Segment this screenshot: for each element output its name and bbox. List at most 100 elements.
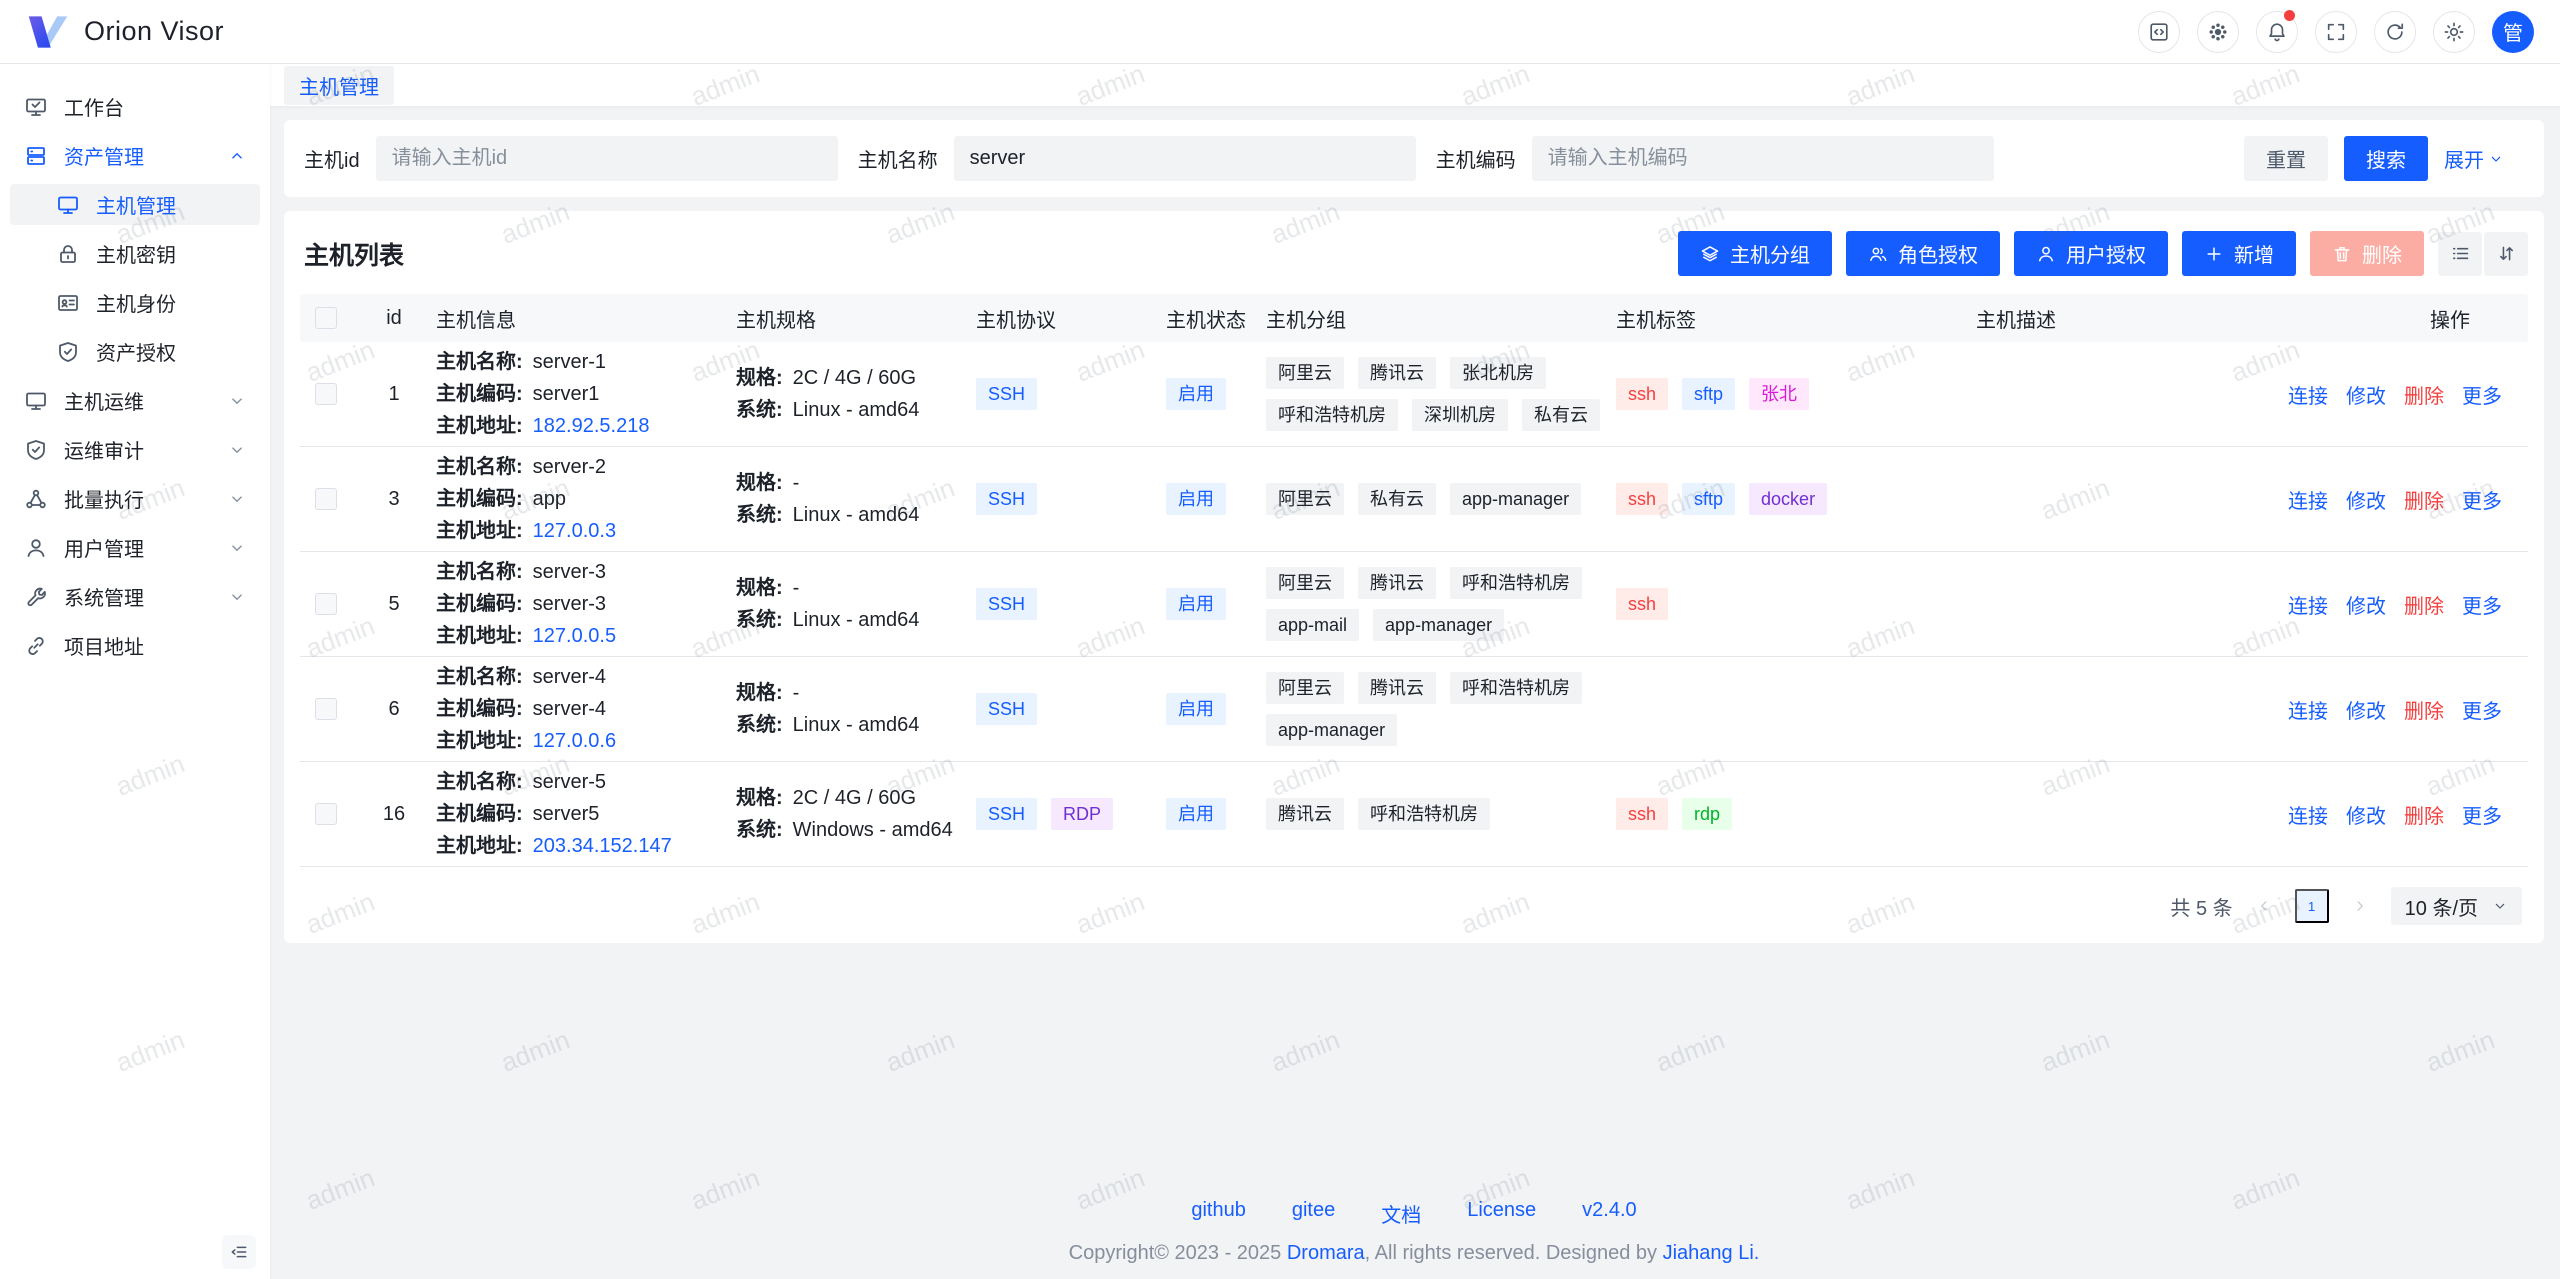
action-delete[interactable]: 删除 (2404, 385, 2444, 408)
page-size-select[interactable]: 10 条/页 (2390, 887, 2522, 925)
action-connect[interactable]: 连接 (2288, 805, 2328, 828)
sidebar-item-ops-audit[interactable]: 运维审计 (10, 429, 260, 470)
sidebar-item-workbench[interactable]: 工作台 (10, 86, 260, 127)
sidebar-item-host-key[interactable]: 主机密钥 (10, 233, 260, 274)
expand-link[interactable]: 展开 (2444, 144, 2504, 173)
chevron-down-icon (228, 441, 246, 459)
host-address-link[interactable]: 182.92.5.218 (532, 415, 650, 437)
footer-link-github[interactable]: github (1191, 1199, 1246, 1221)
sidebar-collapse-button[interactable] (222, 1235, 256, 1269)
fullscreen-button[interactable] (2315, 10, 2357, 53)
sidebar-item-asset-manage[interactable]: 资产管理 (10, 135, 260, 176)
sidebar-item-label: 项目地址 (64, 637, 144, 659)
footer-link-license[interactable]: License (1467, 1199, 1537, 1221)
action-more[interactable]: 更多 (2462, 700, 2502, 723)
host-groups-cell: 阿里云 腾讯云 呼和浩特机房 app-mail app-manager (1266, 552, 1616, 656)
user-icon (2036, 244, 2056, 264)
code-button[interactable] (2138, 10, 2180, 53)
host-address-link[interactable]: 127.0.0.3 (532, 520, 617, 542)
action-delete[interactable]: 删除 (2404, 700, 2444, 723)
author-link[interactable]: Jiahang Li. (1662, 1242, 1760, 1264)
sidebar-item-host-identity[interactable]: 主机身份 (10, 282, 260, 323)
row-checkbox[interactable] (315, 803, 337, 825)
action-delete[interactable]: 删除 (2404, 490, 2444, 513)
search-button[interactable]: 搜索 (2344, 136, 2428, 181)
monitor-icon (24, 389, 48, 413)
action-delete[interactable]: 删除 (2404, 805, 2444, 828)
role-grant-button[interactable]: 角色授权 (1846, 231, 2000, 276)
reset-button[interactable]: 重置 (2244, 136, 2328, 181)
trash-icon (2332, 244, 2352, 264)
bell-button[interactable] (2256, 9, 2298, 53)
action-connect[interactable]: 连接 (2288, 595, 2328, 618)
footer-link-文档[interactable]: 文档 (1381, 1205, 1422, 1227)
next-page-button[interactable] (2343, 889, 2377, 923)
sidebar-item-host-manage[interactable]: 主机管理 (10, 184, 260, 225)
footer: github gitee 文档 License v2.4.0 Copyright© 20… (284, 1179, 2544, 1279)
sidebar-item-project-url[interactable]: 项目地址 (10, 625, 260, 666)
host-name: server-1 (532, 351, 607, 373)
action-more[interactable]: 更多 (2462, 595, 2502, 618)
host-address-link[interactable]: 127.0.0.5 (532, 625, 617, 647)
expand-label: 展开 (2444, 150, 2484, 172)
action-edit[interactable]: 修改 (2346, 490, 2386, 513)
host-code: server1 (532, 383, 600, 405)
table-toolbar: 主机分组 角色授权 用户授权 新增 删除 (1678, 231, 2528, 276)
action-more[interactable]: 更多 (2462, 805, 2502, 828)
host-spec: - (792, 472, 800, 494)
host-name-input[interactable] (953, 136, 1416, 181)
prev-page-button[interactable] (2247, 889, 2281, 923)
sidebar-item-system-manage[interactable]: 系统管理 (10, 576, 260, 617)
delete-button[interactable]: 删除 (2310, 231, 2424, 276)
row-actions: 连接 修改 删除 更多 (2288, 657, 2528, 761)
action-delete[interactable]: 删除 (2404, 595, 2444, 618)
column-setting-button[interactable] (2438, 231, 2482, 276)
sort-button[interactable] (2484, 231, 2528, 276)
action-connect[interactable]: 连接 (2288, 700, 2328, 723)
pagination-total: 共 5 条 (2170, 897, 2233, 920)
host-address-link[interactable]: 203.34.152.147 (532, 835, 672, 857)
sidebar-item-user-manage[interactable]: 用户管理 (10, 527, 260, 568)
row-checkbox[interactable] (315, 593, 337, 615)
protocol-tag: SSH (976, 798, 1038, 830)
row-checkbox[interactable] (315, 383, 337, 405)
host-id: 6 (388, 697, 400, 720)
host-groups-cell: 阿里云 腾讯云 呼和浩特机房 app-manager (1266, 657, 1616, 761)
host-code-input[interactable] (1531, 136, 1994, 181)
host-group-button[interactable]: 主机分组 (1678, 231, 1832, 276)
select-all-checkbox[interactable] (315, 307, 337, 329)
refresh-button[interactable] (2374, 10, 2416, 53)
tab-host-manage[interactable]: 主机管理 (284, 65, 394, 105)
action-more[interactable]: 更多 (2462, 490, 2502, 513)
user-grant-button[interactable]: 用户授权 (2014, 231, 2168, 276)
action-connect[interactable]: 连接 (2288, 490, 2328, 513)
footer-link-gitee[interactable]: gitee (1291, 1199, 1336, 1221)
footer-link-v2.4.0[interactable]: v2.4.0 (1582, 1199, 1637, 1221)
host-spec: 2C / 4G / 60G (792, 367, 917, 389)
add-button[interactable]: 新增 (2182, 231, 2296, 276)
sidebar-item-host-ops[interactable]: 主机运维 (10, 380, 260, 421)
action-edit[interactable]: 修改 (2346, 595, 2386, 618)
group-tag: 阿里云 (1266, 567, 1344, 599)
host-info-cell: 主机名称: server-3 主机编码: server-3 主机地址: 127.0.0.5 (436, 552, 736, 656)
sun-button[interactable] (2197, 10, 2239, 53)
sidebar-item-asset-grant[interactable]: 资产授权 (10, 331, 260, 372)
action-edit[interactable]: 修改 (2346, 700, 2386, 723)
sidebar-item-label: 批量执行 (64, 490, 144, 512)
row-checkbox[interactable] (315, 488, 337, 510)
action-edit[interactable]: 修改 (2346, 385, 2386, 408)
action-more[interactable]: 更多 (2462, 385, 2502, 408)
chevron-down-icon (228, 392, 246, 410)
user-avatar[interactable]: 管 (2492, 10, 2534, 53)
page-1-button[interactable]: 1 (2294, 889, 2329, 923)
sidebar-item-batch-exec[interactable]: 批量执行 (10, 478, 260, 519)
dromara-link[interactable]: Dromara (1286, 1242, 1365, 1264)
gear-button[interactable] (2433, 10, 2475, 53)
host-address-link[interactable]: 127.0.0.6 (532, 730, 617, 752)
row-checkbox[interactable] (315, 698, 337, 720)
shield-icon (24, 438, 48, 462)
table-title: 主机列表 (304, 241, 405, 270)
action-connect[interactable]: 连接 (2288, 385, 2328, 408)
action-edit[interactable]: 修改 (2346, 805, 2386, 828)
host-id-input[interactable] (375, 136, 838, 181)
